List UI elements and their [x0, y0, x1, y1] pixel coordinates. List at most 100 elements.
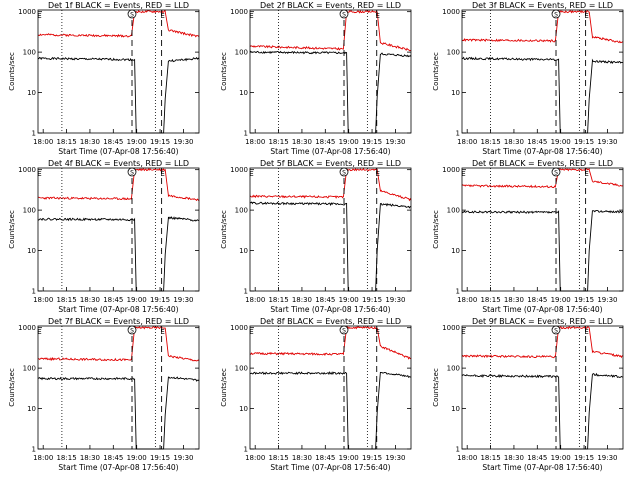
- panel-title: Det 6f BLACK = Events, RED = LLD: [472, 159, 613, 168]
- x-tick-label: 18:45: [315, 138, 335, 146]
- panel-3: Det 3f BLACK = Events, RED = LLD Counts/s…: [432, 1, 624, 156]
- y-tick-label: 1: [456, 446, 460, 454]
- x-tick-label: 19:30: [173, 454, 193, 462]
- series-events-line: [249, 50, 412, 134]
- x-tick-label: 18:00: [245, 296, 265, 304]
- x-tick-label: 18:30: [504, 454, 524, 462]
- x-tick-label: 19:00: [127, 138, 147, 146]
- y-tick-label: 1000: [230, 166, 248, 174]
- y-axis-label: Counts/sec: [432, 368, 440, 407]
- x-tick-label: 18:00: [457, 296, 477, 304]
- y-axis-label: Counts/sec: [220, 210, 228, 249]
- e-marker: E: [376, 170, 380, 178]
- series-lld-line: [461, 9, 624, 44]
- y-tick-label: 10: [27, 405, 36, 413]
- y-tick-label: 1: [32, 288, 36, 296]
- y-axis-label: Counts/sec: [8, 368, 16, 407]
- panel-4: Det 4f BLACK = Events, RED = LLD Counts/s…: [8, 159, 200, 314]
- y-tick-label: 100: [235, 207, 248, 215]
- x-tick-label: 19:15: [362, 296, 382, 304]
- panel-title: Det 1f BLACK = Events, RED = LLD: [48, 1, 189, 10]
- y-tick-label: 1: [244, 288, 248, 296]
- x-tick-label: 18:00: [33, 454, 53, 462]
- circle-marker-label: S: [554, 328, 558, 335]
- y-tick-label: 1: [456, 288, 460, 296]
- e-marker: E: [249, 12, 253, 20]
- x-tick-label: 18:00: [457, 454, 477, 462]
- y-tick-label: 10: [239, 405, 248, 413]
- y-tick-label: 1: [32, 446, 36, 454]
- y-tick-label: 10: [239, 89, 248, 97]
- x-tick-label: 18:15: [268, 454, 288, 462]
- panel-7: Det 7f BLACK = Events, RED = LLD Counts/s…: [8, 317, 200, 472]
- y-tick-label: 100: [23, 365, 36, 373]
- circle-marker: [127, 9, 137, 19]
- x-tick-label: 18:45: [527, 454, 547, 462]
- x-tick-label: 19:00: [339, 138, 359, 146]
- e-marker: E: [461, 328, 465, 336]
- x-tick-label: 19:30: [173, 138, 193, 146]
- x-tick-label: 19:00: [339, 454, 359, 462]
- y-tick-label: 1000: [18, 324, 36, 332]
- x-tick-label: 19:00: [127, 454, 147, 462]
- x-tick-label: 18:15: [480, 296, 500, 304]
- panel-6: Det 6f BLACK = Events, RED = LLD Counts/s…: [432, 159, 624, 314]
- x-tick-label: 19:30: [385, 138, 405, 146]
- series-lld-line: [37, 168, 200, 202]
- x-tick-label: 19:30: [385, 296, 405, 304]
- x-tick-label: 18:45: [103, 296, 123, 304]
- e-marker: E: [584, 12, 588, 20]
- x-tick-label: 19:00: [339, 296, 359, 304]
- circle-marker: [339, 9, 349, 19]
- y-tick-label: 100: [235, 49, 248, 57]
- x-tick-label: 19:30: [597, 296, 617, 304]
- y-axis-label: Counts/sec: [432, 210, 440, 249]
- x-tick-label: 19:15: [362, 454, 382, 462]
- x-axis-label: Start Time (07-Apr-08 17:56:40): [58, 147, 178, 156]
- series-events-line: [249, 371, 412, 450]
- x-tick-label: 18:00: [33, 138, 53, 146]
- e-marker: E: [376, 12, 380, 20]
- y-tick-label: 10: [239, 247, 248, 255]
- panel-5: Det 5f BLACK = Events, RED = LLD Counts/s…: [220, 159, 412, 314]
- x-tick-label: 19:00: [551, 296, 571, 304]
- panel-1: Det 1f BLACK = Events, RED = LLD Counts/s…: [8, 1, 200, 156]
- panel-title: Det 7f BLACK = Events, RED = LLD: [48, 317, 189, 326]
- plot-frame: [37, 325, 200, 450]
- panel-9: Det 9f BLACK = Events, RED = LLD Counts/s…: [432, 317, 624, 472]
- x-tick-label: 19:00: [551, 138, 571, 146]
- x-tick-label: 18:00: [245, 138, 265, 146]
- series-events-line: [37, 216, 199, 292]
- y-tick-label: 1000: [442, 8, 460, 16]
- x-tick-label: 18:45: [527, 138, 547, 146]
- x-tick-label: 19:15: [362, 138, 382, 146]
- y-tick-label: 1000: [18, 166, 36, 174]
- x-tick-label: 18:45: [527, 296, 547, 304]
- x-tick-label: 19:30: [385, 454, 405, 462]
- y-tick-label: 100: [23, 207, 36, 215]
- y-tick-label: 1: [244, 130, 248, 138]
- series-events-line: [461, 372, 624, 450]
- x-tick-label: 18:15: [56, 296, 76, 304]
- x-tick-label: 18:45: [315, 454, 335, 462]
- y-tick-label: 1: [456, 130, 460, 138]
- panel-title: Det 4f BLACK = Events, RED = LLD: [48, 159, 189, 168]
- x-axis-label: Start Time (07-Apr-08 17:56:40): [482, 147, 602, 156]
- series-lld-line: [37, 9, 200, 38]
- x-axis-label: Start Time (07-Apr-08 17:56:40): [58, 305, 178, 314]
- y-axis-label: Counts/sec: [8, 210, 16, 249]
- panel-title: Det 3f BLACK = Events, RED = LLD: [472, 1, 613, 10]
- circle-marker: [339, 167, 349, 177]
- x-tick-label: 19:00: [551, 454, 571, 462]
- x-tick-label: 19:15: [574, 296, 594, 304]
- panel-2: Det 2f BLACK = Events, RED = LLD Counts/s…: [220, 1, 412, 156]
- circle-marker-label: S: [130, 170, 134, 177]
- y-tick-label: 1000: [442, 324, 460, 332]
- circle-marker-label: S: [554, 12, 558, 19]
- y-tick-label: 1: [32, 130, 36, 138]
- series-lld-line: [249, 9, 412, 52]
- y-tick-label: 100: [447, 207, 460, 215]
- circle-marker-label: S: [342, 12, 346, 19]
- x-axis-label: Start Time (07-Apr-08 17:56:40): [58, 463, 178, 472]
